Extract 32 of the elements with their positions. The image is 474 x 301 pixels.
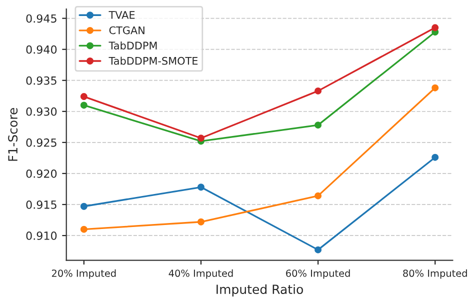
point — [314, 246, 322, 254]
point — [198, 184, 204, 191]
point — [80, 226, 88, 233]
x-tick-label: 20% Imputed — [52, 269, 116, 279]
legend-label: TabDDPM-SMOTE — [108, 56, 198, 65]
point — [432, 84, 439, 92]
point — [432, 24, 439, 32]
legend-label: TabDDPM — [108, 41, 157, 50]
point — [198, 134, 204, 142]
point — [432, 154, 439, 161]
legend-label: TVAE — [108, 11, 135, 19]
legend-label: CTGAN — [109, 26, 144, 34]
point — [198, 218, 204, 226]
y-tick-label: 0.910 — [26, 232, 57, 240]
y-tick-label: 0.940 — [26, 45, 57, 54]
point — [314, 122, 322, 129]
y-tick-label: 0.930 — [26, 107, 57, 116]
x-tick-label: 80% Imputed — [403, 269, 467, 279]
y-tick-label: 0.915 — [26, 200, 56, 209]
point — [314, 192, 322, 200]
point — [80, 102, 88, 109]
x-tick-label: 60% Imputed — [286, 269, 350, 279]
point — [80, 93, 88, 100]
y-tick-label: 0.925 — [26, 138, 56, 147]
y-axis-title: F1-Score — [8, 108, 18, 161]
y-tick-label: 0.945 — [26, 14, 56, 23]
point — [80, 202, 88, 210]
point — [314, 87, 322, 94]
y-tick-label: 0.935 — [26, 76, 56, 85]
x-axis-title: Imputed Ratio — [216, 284, 303, 296]
y-tick-label: 0.920 — [26, 169, 57, 178]
x-tick-label: 40% Imputed — [168, 269, 233, 279]
